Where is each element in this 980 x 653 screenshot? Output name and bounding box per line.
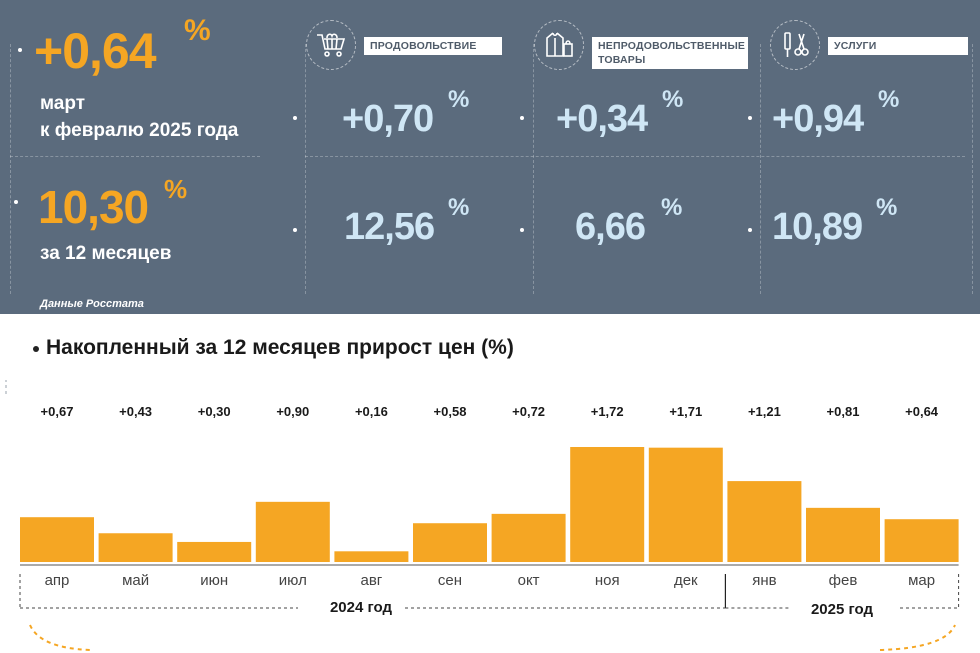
data-label: +0,67 [41, 404, 74, 419]
data-label: +0,64 [905, 404, 939, 419]
row-marker [18, 48, 22, 52]
row-marker [748, 228, 752, 232]
tick-label: мар [908, 572, 935, 589]
category-label-nonfood-line2: ТОВАРЫ [598, 54, 646, 66]
tick-label: май [122, 572, 149, 589]
tick-label: дек [674, 572, 698, 589]
food-annual-number: 12,56 [344, 206, 435, 248]
row-marker [293, 228, 297, 232]
category-label-services: УСЛУГИ [828, 37, 968, 55]
bar [255, 501, 330, 562]
tick-label: окт [518, 572, 540, 589]
annual-inflation-value: 10,30 % [38, 174, 187, 234]
year-label-2024: 2024 год [330, 599, 393, 616]
percent-sign: % [662, 86, 683, 113]
tick-label: янв [752, 572, 776, 589]
divider [305, 44, 306, 294]
bar [806, 507, 880, 562]
data-label: +0,43 [119, 404, 152, 419]
tick-label: авг [361, 572, 383, 589]
food-monthly-value: +0,70 % [342, 86, 469, 141]
services-monthly-value: +0,94 % [772, 86, 899, 141]
bar [20, 517, 94, 562]
row-marker [293, 116, 297, 120]
percent-sign: % [448, 194, 469, 221]
nonfood-annual-value: 6,66 % [575, 194, 682, 249]
category-label-food: ПРОДОВОЛЬСТВИЕ [364, 37, 502, 55]
tick-label: июн [200, 572, 228, 589]
bar [884, 519, 959, 562]
tick-label: сен [438, 572, 462, 589]
nonfood-monthly-number: +0,34 [556, 98, 648, 140]
data-label: +0,30 [198, 404, 231, 419]
tick-label: апр [45, 572, 70, 589]
percent-sign: % [661, 194, 682, 221]
decorative-curve [29, 624, 956, 651]
bar [648, 447, 723, 562]
monthly-caption-line2: к февралю 2025 года [40, 120, 239, 141]
year-label-2025: 2025 год [811, 601, 874, 618]
food-annual-value: 12,56 % [344, 194, 469, 249]
row-marker [520, 228, 524, 232]
bar [177, 541, 252, 562]
cumulative-price-growth-chart: +0,67 апр +0,43 май +0,30 июн +0,90 июл +0,16 авг… [5, 380, 960, 651]
bar [491, 513, 566, 562]
percent-sign: % [164, 174, 187, 204]
category-label-nonfood: НЕПРОДОВОЛЬСТВЕННЫЕ ТОВАРЫ [592, 37, 748, 69]
data-label: +0,16 [355, 404, 388, 419]
annual-value-number: 10,30 [38, 181, 149, 233]
bar [334, 551, 409, 562]
chart-title: Накопленный за 12 месяцев прирост цен (%… [46, 336, 514, 359]
divider [760, 44, 761, 294]
bar [413, 523, 487, 562]
tick-label: фев [829, 572, 858, 589]
annual-caption: за 12 месяцев [40, 243, 172, 264]
bar [98, 533, 173, 562]
monthly-caption: март к февралю 2025 года [40, 90, 238, 144]
data-label: +0,90 [276, 404, 309, 419]
row-marker [520, 116, 524, 120]
divider [972, 44, 973, 294]
row-marker [748, 116, 752, 120]
inflation-summary-panel: +0,64 % март к февралю 2025 года 10,30 %… [0, 0, 980, 314]
tick-label: ноя [595, 572, 620, 589]
monthly-caption-line1: март [40, 93, 86, 114]
clothing-icon [534, 20, 584, 70]
percent-sign: % [448, 86, 469, 113]
bar [570, 447, 645, 562]
tick-label: июл [279, 572, 307, 589]
services-annual-value: 10,89 % [772, 194, 897, 249]
food-monthly-number: +0,70 [342, 98, 434, 140]
divider [533, 44, 534, 294]
divider [10, 156, 260, 157]
category-label-nonfood-line1: НЕПРОДОВОЛЬСТВЕННЫЕ [598, 40, 746, 52]
percent-sign: % [878, 86, 899, 113]
data-label: +1,71 [669, 404, 702, 419]
data-source-note: Данные Росстата [40, 298, 144, 310]
data-label: +1,72 [591, 404, 624, 419]
title-bullet [33, 346, 39, 352]
nonfood-annual-number: 6,66 [575, 206, 646, 248]
monthly-inflation-value: +0,64 % [34, 14, 211, 80]
shopping-cart-icon [306, 20, 356, 70]
divider [305, 156, 965, 157]
data-label: +0,72 [512, 404, 545, 419]
percent-sign: % [876, 194, 897, 221]
row-marker [14, 200, 18, 204]
divider [10, 44, 11, 294]
tools-icon [770, 20, 820, 70]
data-label: +0,58 [434, 404, 467, 419]
title-bracket [5, 380, 7, 394]
services-monthly-number: +0,94 [772, 98, 864, 140]
percent-sign: % [184, 14, 211, 47]
bar [727, 481, 802, 562]
data-label: +1,21 [748, 404, 781, 419]
services-annual-number: 10,89 [772, 206, 863, 248]
nonfood-monthly-value: +0,34 % [556, 86, 683, 141]
monthly-value-number: +0,64 [34, 23, 157, 79]
data-label: +0,81 [827, 404, 860, 419]
